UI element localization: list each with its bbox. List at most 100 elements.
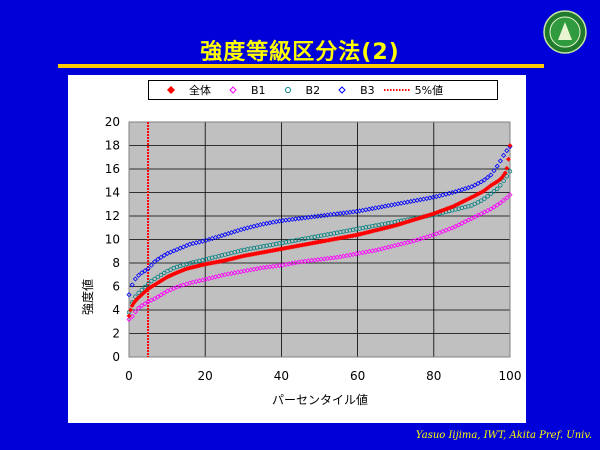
data-point — [488, 183, 494, 188]
data-point — [482, 188, 487, 193]
data-point — [142, 268, 148, 274]
y-tick-label: 6 — [112, 280, 120, 294]
x-tick-label: 60 — [350, 369, 365, 383]
data-point — [152, 259, 158, 265]
data-point — [488, 206, 494, 212]
data-point — [146, 281, 151, 287]
legend-item-b1: B1 — [219, 84, 266, 97]
author-credit: Yasuo Iijima, IWT, Akita Pref. Univ. — [415, 430, 592, 441]
strength-percentile-chart: 0 2 4 6 8 10 12 14 16 18 20 0 20 40 60 80 100 強度値 パーセンタ… — [80, 115, 522, 407]
title-underline — [58, 64, 544, 68]
data-point — [507, 169, 513, 174]
y-tick-label: 0 — [112, 350, 120, 364]
data-point — [453, 223, 459, 229]
data-point — [149, 278, 154, 284]
data-point — [478, 179, 484, 185]
data-point — [158, 254, 164, 260]
data-point — [494, 186, 500, 192]
legend-label-5pct: 5%値 — [414, 84, 444, 97]
x-tick-label: 20 — [198, 369, 213, 383]
y-tick-label: 18 — [105, 139, 120, 153]
data-point — [481, 209, 487, 215]
legend-item-all: 全体 — [157, 82, 211, 98]
data-point — [478, 198, 484, 203]
data-point — [491, 168, 497, 174]
data-point — [482, 196, 487, 201]
y-tick-label: 4 — [112, 303, 120, 317]
data-point — [475, 212, 481, 218]
legend-sample-5pct — [383, 89, 410, 91]
data-point — [502, 170, 508, 176]
data-point — [136, 305, 142, 311]
legend-sample-b2 — [284, 87, 291, 93]
data-point — [161, 276, 167, 282]
data-point — [494, 163, 500, 169]
data-point — [152, 296, 158, 302]
data-point — [161, 252, 167, 258]
data-point — [462, 219, 468, 225]
data-point — [506, 156, 511, 162]
data-point — [469, 184, 475, 190]
legend-sample-b3 — [338, 86, 346, 94]
data-point — [139, 270, 145, 276]
data-point — [469, 215, 475, 222]
data-point — [497, 200, 503, 206]
data-point — [491, 204, 497, 210]
x-tick-label: 40 — [274, 369, 289, 383]
data-point — [474, 192, 479, 198]
data-point — [142, 289, 148, 295]
data-point — [465, 217, 471, 223]
data-point — [485, 185, 491, 191]
y-axis-label: 強度値 — [80, 279, 95, 315]
y-tick-label: 14 — [105, 186, 120, 200]
series-all — [126, 143, 513, 319]
y-tick-label: 8 — [112, 256, 120, 270]
x-tick-label: 100 — [499, 369, 522, 383]
data-point — [139, 303, 145, 309]
data-point — [145, 299, 151, 305]
data-point — [142, 301, 148, 307]
data-point — [158, 272, 164, 278]
data-point — [126, 316, 132, 322]
data-point — [504, 148, 510, 154]
data-point — [136, 290, 141, 296]
x-axis-label: パーセンタイル値 — [272, 392, 368, 407]
data-point — [139, 292, 145, 298]
data-point — [153, 281, 159, 287]
slide-title: 強度等級区分法(2) — [200, 40, 400, 65]
data-point — [504, 165, 510, 171]
y-tick-label: 12 — [105, 209, 120, 223]
data-point — [128, 307, 133, 313]
data-point — [129, 282, 135, 288]
data-point — [132, 276, 138, 282]
series-b1 — [126, 192, 513, 322]
data-point — [142, 284, 148, 290]
legend-label-b3: B3 — [360, 83, 375, 97]
legend-label-all: 全体 — [189, 84, 211, 97]
legend-item-5pct: 5%値 — [383, 82, 443, 98]
data-point — [155, 274, 161, 280]
data-point — [477, 190, 483, 196]
legend-item-b2: B2 — [274, 84, 320, 97]
y-tick-label: 16 — [105, 162, 120, 176]
data-point — [145, 286, 151, 292]
data-point — [485, 194, 490, 199]
plot-border — [128, 121, 511, 358]
data-point — [501, 152, 507, 158]
data-point — [478, 211, 484, 217]
data-point — [494, 202, 500, 208]
data-point — [132, 309, 138, 315]
data-point — [155, 256, 161, 262]
legend-item-b3: B3 — [328, 84, 375, 97]
legend-label-b1: B1 — [251, 83, 266, 97]
data-point — [145, 266, 151, 272]
x-tick-label: 80 — [426, 369, 441, 383]
data-point — [459, 220, 465, 226]
data-point — [161, 290, 167, 296]
data-point — [501, 178, 506, 184]
data-point — [136, 272, 142, 278]
data-point — [126, 292, 132, 298]
data-point — [472, 214, 478, 220]
data-point — [449, 225, 455, 231]
data-point — [472, 182, 478, 188]
